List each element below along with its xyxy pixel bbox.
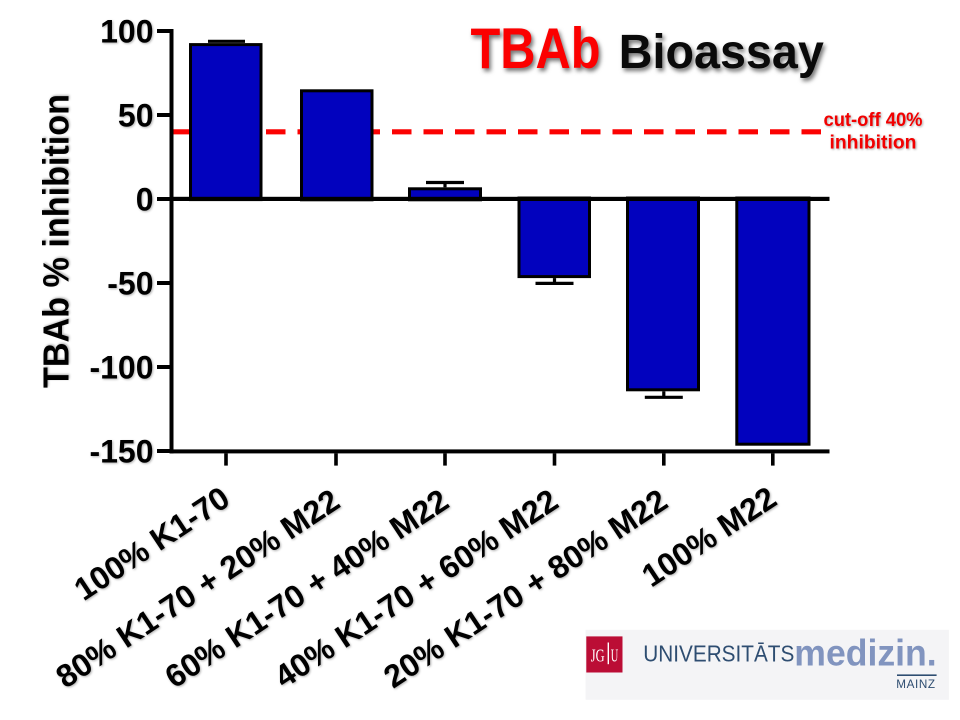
svg-text:UNIVERSITĀTS: UNIVERSITĀTS xyxy=(643,641,794,667)
svg-text:Bioassay: Bioassay xyxy=(619,25,824,79)
svg-text:U: U xyxy=(611,646,619,666)
svg-text:TBAb % inhibition: TBAb % inhibition xyxy=(36,94,77,388)
svg-text:inhibition: inhibition xyxy=(830,132,917,154)
svg-text:-150: -150 xyxy=(89,434,153,470)
svg-text:TBAb: TBAb xyxy=(471,17,601,81)
svg-text:-100: -100 xyxy=(89,350,153,386)
svg-text:medizin.: medizin. xyxy=(794,633,936,674)
svg-text:100: 100 xyxy=(100,14,153,50)
svg-text:JG: JG xyxy=(591,646,605,666)
svg-text:50: 50 xyxy=(118,98,154,134)
svg-text:MAINZ: MAINZ xyxy=(896,678,935,691)
svg-text:cut-off 40%: cut-off 40% xyxy=(824,109,923,131)
svg-text:-50: -50 xyxy=(107,266,153,302)
svg-text:0: 0 xyxy=(136,182,154,218)
